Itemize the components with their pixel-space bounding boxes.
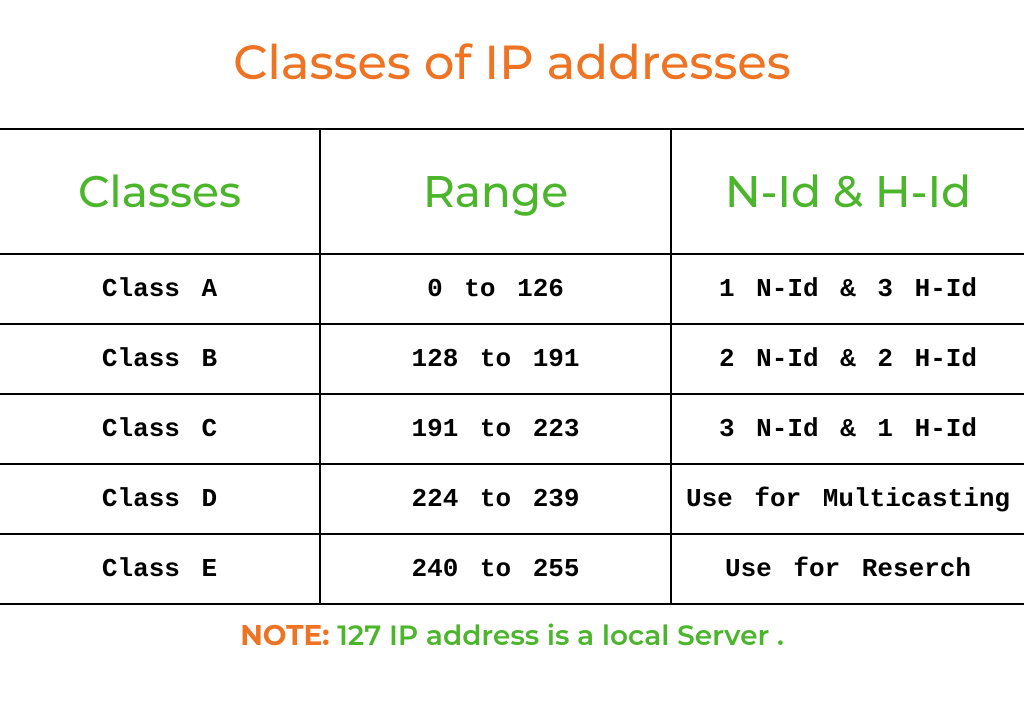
col-header-classes: Classes: [0, 129, 320, 254]
cell-range: 191 to 223: [320, 394, 671, 464]
cell-range: 128 to 191: [320, 324, 671, 394]
table-row: Class C 191 to 223 3 N-Id & 1 H-Id: [0, 394, 1024, 464]
cell-nidhid: Use for Multicasting: [671, 464, 1024, 534]
table-body: Class A 0 to 126 1 N-Id & 3 H-Id Class B…: [0, 254, 1024, 604]
cell-range: 0 to 126: [320, 254, 671, 324]
cell-nidhid: 3 N-Id & 1 H-Id: [671, 394, 1024, 464]
table-header-row: Classes Range N-Id & H-Id: [0, 129, 1024, 254]
note-label: NOTE:: [240, 619, 329, 653]
cell-class: Class E: [0, 534, 320, 604]
col-header-range: Range: [320, 129, 671, 254]
cell-nidhid: 1 N-Id & 3 H-Id: [671, 254, 1024, 324]
table-row: Class E 240 to 255 Use for Reserch: [0, 534, 1024, 604]
cell-nidhid: 2 N-Id & 2 H-Id: [671, 324, 1024, 394]
table-row: Class D 224 to 239 Use for Multicasting: [0, 464, 1024, 534]
table-row: Class A 0 to 126 1 N-Id & 3 H-Id: [0, 254, 1024, 324]
cell-class: Class D: [0, 464, 320, 534]
note-text: 127 IP address is a local Server .: [330, 619, 784, 653]
cell-range: 224 to 239: [320, 464, 671, 534]
ip-classes-table: Classes Range N-Id & H-Id Class A 0 to 1…: [0, 128, 1024, 605]
note: NOTE: 127 IP address is a local Server .: [0, 619, 1024, 653]
cell-range: 240 to 255: [320, 534, 671, 604]
col-header-nid-hid: N-Id & H-Id: [671, 129, 1024, 254]
cell-class: Class C: [0, 394, 320, 464]
cell-class: Class B: [0, 324, 320, 394]
page: Classes of IP addresses Classes Range N-…: [0, 0, 1024, 724]
table-row: Class B 128 to 191 2 N-Id & 2 H-Id: [0, 324, 1024, 394]
page-title: Classes of IP addresses: [0, 34, 1024, 92]
cell-class: Class A: [0, 254, 320, 324]
cell-nidhid: Use for Reserch: [671, 534, 1024, 604]
